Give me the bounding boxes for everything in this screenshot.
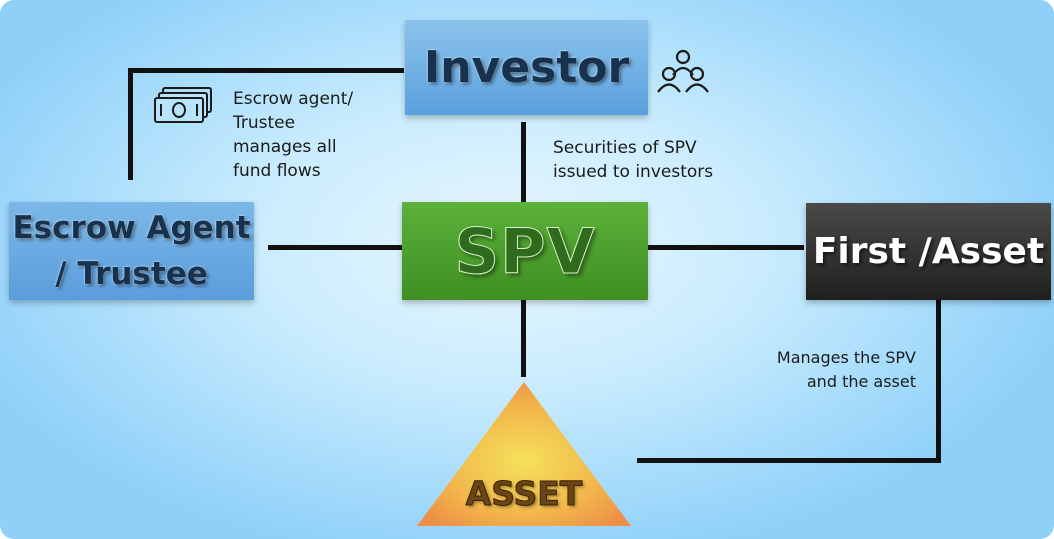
connector-investor-spv [521, 122, 526, 202]
escrow-note-line: manages all [233, 137, 337, 157]
escrow-agent-node: Escrow Agent / Trustee [9, 202, 254, 300]
spv-node: SPV [402, 202, 648, 300]
people-group-icon [657, 49, 709, 93]
first-asset-node: First /Asset [806, 203, 1051, 300]
asset-triangle [417, 382, 631, 526]
connector-firstasset-asset [637, 458, 941, 463]
investor-label: Investor [423, 42, 630, 93]
securities-note-line: Securities of SPV [553, 138, 697, 158]
connector-escrow-spv [268, 245, 402, 250]
escrow-label-line2: / Trustee [55, 256, 208, 292]
manages-note-line: Manages the SPV [776, 348, 916, 367]
banknotes-icon [154, 87, 212, 123]
connector-spv-firstasset [648, 245, 804, 250]
escrow-note-line: fund flows [233, 161, 321, 181]
first-asset-label: First /Asset [812, 231, 1045, 272]
connector-investor-escrow-vertical [128, 68, 133, 180]
escrow-note-line: Trustee [233, 113, 296, 133]
manages-spv-note: Manages the SPV and the asset [700, 346, 916, 394]
securities-issued-note: Securities of SPV issued to investors [553, 136, 713, 184]
spv-label: SPV [454, 214, 596, 288]
manages-note-line: and the asset [806, 372, 916, 391]
securities-note-line: issued to investors [553, 162, 714, 182]
escrow-label-line1: Escrow Agent [12, 210, 251, 246]
connector-firstasset-down [936, 300, 941, 462]
escrow-fund-flow-note: Escrow agent/ Trustee manages all fund f… [233, 87, 353, 183]
asset-label: ASSET [465, 474, 583, 514]
investor-node: Investor [405, 20, 648, 115]
connector-investor-escrow-horizontal [128, 68, 404, 73]
connector-spv-asset [521, 300, 526, 377]
escrow-note-line: Escrow agent/ [233, 89, 354, 109]
